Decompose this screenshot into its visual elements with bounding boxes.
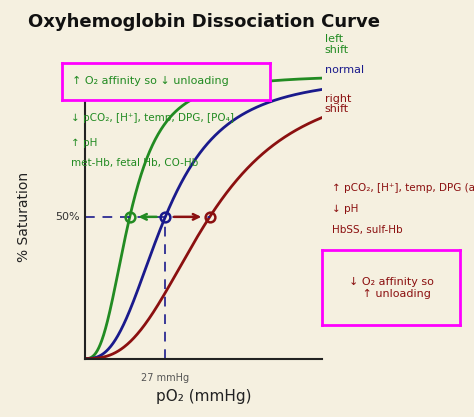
Text: Oxyhemoglobin Dissociation Curve: Oxyhemoglobin Dissociation Curve [28, 13, 380, 30]
Text: ↑ pH: ↑ pH [71, 138, 98, 148]
Text: right: right [325, 94, 351, 104]
Text: left: left [325, 34, 343, 44]
Text: ↑ O₂ affinity so ↓ unloading: ↑ O₂ affinity so ↓ unloading [72, 76, 229, 86]
Text: normal: normal [325, 65, 364, 75]
Text: % Saturation: % Saturation [17, 172, 31, 262]
Text: HbSS, sulf-Hb: HbSS, sulf-Hb [332, 225, 402, 235]
Text: shift: shift [325, 104, 349, 114]
Text: ↓ pH: ↓ pH [332, 204, 358, 214]
Text: ↓ pCO₂, [H⁺], temp, DPG, [PO₄]: ↓ pCO₂, [H⁺], temp, DPG, [PO₄] [71, 113, 234, 123]
Text: 27 mmHg: 27 mmHg [141, 373, 190, 383]
Text: ↑ pCO₂, [H⁺], temp, DPG (anemia): ↑ pCO₂, [H⁺], temp, DPG (anemia) [332, 183, 474, 193]
Text: met-Hb, fetal Hb, CO-Hb: met-Hb, fetal Hb, CO-Hb [71, 158, 198, 168]
Text: shift: shift [325, 45, 349, 55]
Text: pO₂ (mmHg): pO₂ (mmHg) [156, 389, 252, 404]
Text: ↓ O₂ affinity so
   ↑ unloading: ↓ O₂ affinity so ↑ unloading [348, 277, 434, 299]
Text: 50%: 50% [55, 212, 79, 222]
